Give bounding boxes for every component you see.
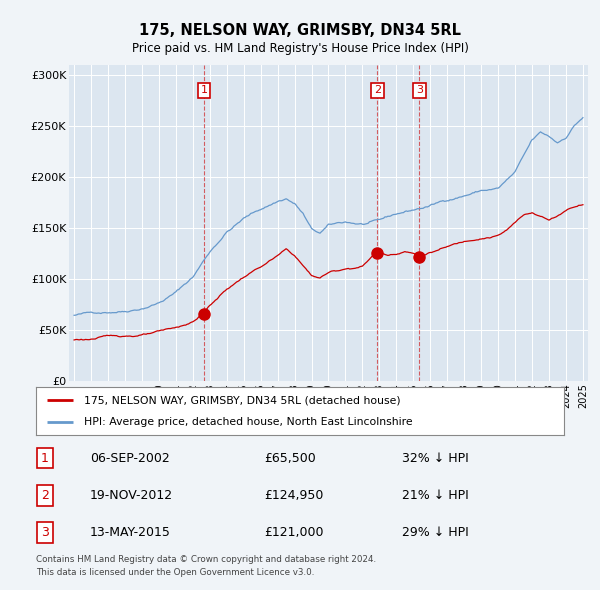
Text: Contains HM Land Registry data © Crown copyright and database right 2024.: Contains HM Land Registry data © Crown c… [36,555,376,564]
Text: 29% ↓ HPI: 29% ↓ HPI [402,526,469,539]
Text: 32% ↓ HPI: 32% ↓ HPI [402,451,469,465]
Text: 2: 2 [374,86,381,96]
Text: 13-MAY-2015: 13-MAY-2015 [90,526,171,539]
Text: 1: 1 [200,86,208,96]
Text: HPI: Average price, detached house, North East Lincolnshire: HPI: Average price, detached house, Nort… [83,417,412,427]
Text: 19-NOV-2012: 19-NOV-2012 [90,489,173,502]
Text: 175, NELSON WAY, GRIMSBY, DN34 5RL: 175, NELSON WAY, GRIMSBY, DN34 5RL [139,23,461,38]
Text: £121,000: £121,000 [264,526,323,539]
Text: Price paid vs. HM Land Registry's House Price Index (HPI): Price paid vs. HM Land Registry's House … [131,42,469,55]
Text: 175, NELSON WAY, GRIMSBY, DN34 5RL (detached house): 175, NELSON WAY, GRIMSBY, DN34 5RL (deta… [83,395,400,405]
Text: £124,950: £124,950 [264,489,323,502]
Text: 3: 3 [41,526,49,539]
Text: 2: 2 [41,489,49,502]
Text: £65,500: £65,500 [264,451,316,465]
Text: This data is licensed under the Open Government Licence v3.0.: This data is licensed under the Open Gov… [36,568,314,577]
Text: 3: 3 [416,86,423,96]
Text: 21% ↓ HPI: 21% ↓ HPI [402,489,469,502]
Text: 06-SEP-2002: 06-SEP-2002 [90,451,170,465]
Text: 1: 1 [41,451,49,465]
